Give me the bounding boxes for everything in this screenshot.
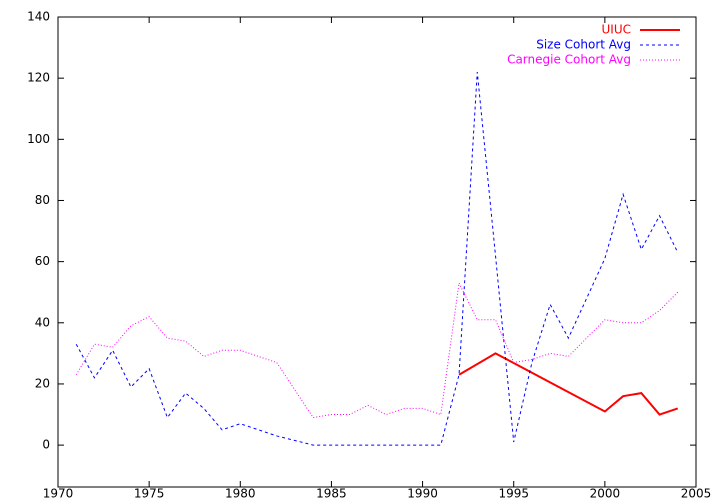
plot-frame <box>57 16 697 488</box>
x-tick-label: 1990 <box>407 487 438 501</box>
x-tick-label: 1970 <box>43 487 74 501</box>
series-line <box>75 281 679 419</box>
y-tick-label: 140 <box>27 10 50 24</box>
y-tick-label: 20 <box>35 376 50 390</box>
x-tick-label: 1975 <box>134 487 165 501</box>
x-tick-label: 2000 <box>590 487 621 501</box>
legend-label: Carnegie Cohort Avg <box>507 53 631 67</box>
y-tick-label: 120 <box>27 71 50 85</box>
y-tick-label: 60 <box>35 254 50 268</box>
series-line <box>458 352 679 416</box>
y-tick-label: 40 <box>35 315 50 329</box>
x-tick-label: 1995 <box>498 487 529 501</box>
x-tick-label: 2005 <box>681 487 712 501</box>
legend-label: UIUC <box>602 23 631 37</box>
y-tick-label: 0 <box>42 438 50 452</box>
series-line <box>75 71 679 446</box>
legend-label: Size Cohort Avg <box>536 38 631 52</box>
y-tick-label: 80 <box>35 193 50 207</box>
x-tick-label: 1980 <box>225 487 256 501</box>
y-tick-label: 100 <box>27 132 50 146</box>
x-tick-label: 1985 <box>316 487 347 501</box>
